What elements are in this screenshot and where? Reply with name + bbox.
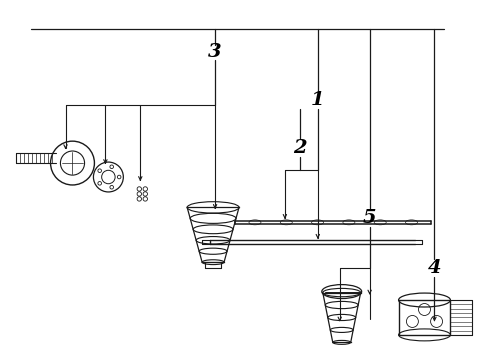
Text: 2: 2 [293,139,307,157]
Text: 5: 5 [363,209,376,227]
Text: 1: 1 [311,91,324,109]
Text: 3: 3 [208,44,222,62]
Text: 4: 4 [428,259,441,277]
